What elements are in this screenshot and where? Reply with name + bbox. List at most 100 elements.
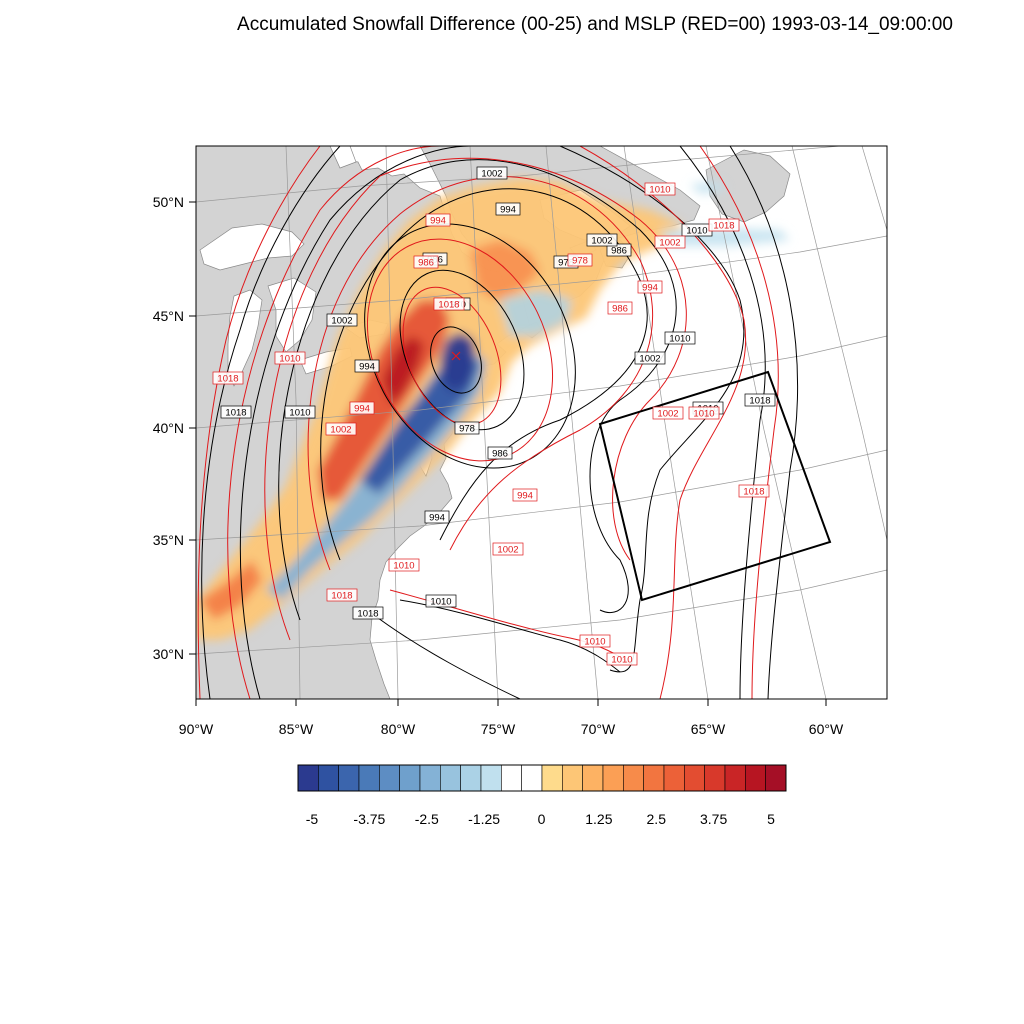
colorbar-swatch (318, 764, 339, 792)
meridian-85w (285, 146, 301, 699)
svg-text:1010: 1010 (393, 561, 414, 572)
svg-text:1018: 1018 (331, 591, 352, 602)
colorbar-swatch (623, 764, 644, 792)
colorbar-frame (297, 764, 787, 792)
snow-negative-maritime (500, 290, 572, 336)
svg-text:986: 986 (611, 246, 627, 257)
map-frame (195, 145, 888, 700)
black-contour-label: 1002 (326, 313, 358, 327)
black-contour-label: 994 (354, 359, 380, 373)
svg-text:1010: 1010 (279, 354, 300, 365)
x-tick-label: 65°W (691, 721, 726, 737)
svg-text:1002: 1002 (331, 316, 352, 327)
x-tick-label: 60°W (809, 721, 844, 737)
black-contour-label: 986 (487, 446, 513, 460)
black-contour-label: 1002 (634, 351, 666, 365)
svg-text:1018: 1018 (749, 396, 770, 407)
snow-positive-core-peak (382, 336, 424, 406)
hudson-james-bay (329, 146, 357, 169)
colorbar-swatch (704, 764, 726, 792)
svg-text:978: 978 (459, 424, 475, 435)
svg-text:1010: 1010 (430, 597, 451, 608)
svg-text:986: 986 (492, 449, 508, 460)
red-contour-label: 1002 (492, 542, 524, 556)
meridian-50w (861, 146, 887, 231)
nested-domain-box (598, 370, 832, 602)
red-contour-label: 994 (637, 280, 663, 294)
black-contour-970 (430, 326, 482, 394)
parallel-45n (196, 235, 887, 317)
black-contour-label: 994 (424, 510, 450, 524)
black-contour-label: 1018 (744, 393, 776, 407)
colorbar-swatch (379, 764, 400, 792)
svg-text:1010: 1010 (669, 334, 690, 345)
x-tick-label: 75°W (481, 721, 516, 737)
red-contour-labels: 1010 994 1018 1002 994 978 986 1010 994 986 1018 10… (212, 182, 770, 666)
svg-text:1010: 1010 (686, 226, 707, 237)
y-tick-label: 30°N (153, 646, 184, 662)
red-contour-label: 1002 (652, 406, 684, 420)
black-contour-label: 1010 (284, 405, 316, 419)
colorbar-swatch (399, 764, 421, 792)
svg-text:1002: 1002 (659, 238, 680, 249)
svg-text:994: 994 (354, 404, 370, 415)
black-contour-label: 1002 (476, 166, 508, 180)
low-center-marker (451, 351, 461, 361)
x-tick-label: 80°W (381, 721, 416, 737)
black-contour-label: 1002 (586, 233, 618, 247)
svg-text:1002: 1002 (657, 409, 678, 420)
meridian-65w (623, 146, 709, 699)
black-contour-label: 986 (606, 243, 632, 257)
red-contour-label: 986 (413, 255, 439, 269)
snow-negative-low-center (440, 332, 476, 392)
x-tick-label: 70°W (581, 721, 616, 737)
red-contour-label: 1018 (326, 588, 358, 602)
colorbar-label: 0 (538, 811, 546, 827)
parallel-40n (196, 335, 887, 429)
svg-text:1018: 1018 (713, 221, 734, 232)
colorbar-swatch (765, 764, 787, 792)
colorbar-swatch (582, 764, 604, 792)
parallel-30n (196, 569, 887, 655)
svg-text:1018: 1018 (225, 408, 246, 419)
red-contour-label: 1018 (738, 484, 770, 498)
map-plot-area: 1002994986978986970100299410181010978986… (196, 146, 887, 699)
svg-text:986: 986 (418, 258, 434, 269)
colorbar-label: 2.5 (647, 811, 667, 827)
svg-text:1010: 1010 (584, 637, 605, 648)
meridian-80w (385, 146, 399, 699)
svg-text:986: 986 (612, 304, 628, 315)
black-contour-label: 978 (454, 421, 480, 435)
colorbar-label: 5 (767, 811, 775, 827)
meridian-55w (791, 146, 887, 541)
svg-text:994: 994 (429, 513, 445, 524)
black-contour-1002 (278, 159, 677, 621)
snow-negative-northeast-dot (690, 182, 726, 194)
svg-text:994: 994 (517, 491, 533, 502)
svg-text:994: 994 (642, 283, 658, 294)
colorbar: -5 -3.75 -2.5 -1.25 0 1.25 2.5 3.75 5 (297, 764, 787, 827)
meridian-70w (545, 146, 599, 699)
black-contour-1018-c (729, 146, 798, 699)
red-contour-label: 978 (567, 253, 593, 267)
red-contour-label: 1018 (212, 371, 244, 385)
colorbar-swatch (480, 764, 502, 792)
colorbar-label: 3.75 (700, 811, 727, 827)
colorbar-swatch (460, 764, 482, 792)
x-tick-label: 85°W (279, 721, 314, 737)
black-contour-label: 1018 (220, 405, 252, 419)
colorbar-swatch (338, 764, 360, 792)
colorbar-label: 1.25 (585, 811, 612, 827)
y-tick-label: 35°N (153, 532, 184, 548)
svg-text:1010: 1010 (289, 408, 310, 419)
svg-text:1018: 1018 (217, 374, 238, 385)
svg-text:978: 978 (572, 256, 588, 267)
svg-text:1002: 1002 (639, 354, 660, 365)
svg-text:994: 994 (430, 216, 446, 227)
meridian-60w (705, 146, 827, 699)
svg-text:1002: 1002 (591, 236, 612, 247)
red-contour-1018-b (699, 146, 779, 699)
x-tick-label: 90°W (179, 721, 214, 737)
colorbar-swatch (358, 764, 380, 792)
